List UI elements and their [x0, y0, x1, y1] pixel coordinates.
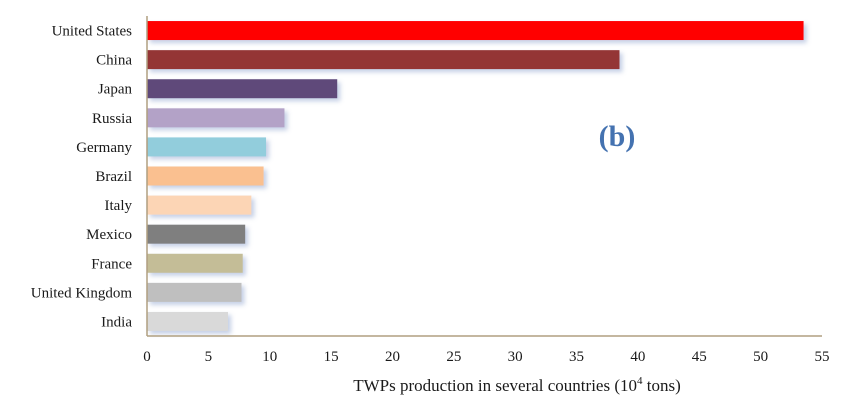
bar-brazil: [147, 166, 264, 186]
category-label: France: [91, 256, 132, 272]
x-tick-label: 45: [692, 349, 707, 365]
bar-italy: [147, 195, 252, 215]
bar-russia: [147, 108, 285, 128]
x-tick-label: 20: [385, 349, 400, 365]
bars: [147, 21, 804, 331]
x-tick-label: 40: [630, 349, 645, 365]
category-label: China: [96, 53, 132, 69]
category-label: Brazil: [95, 169, 132, 185]
x-axis-label-end: tons): [643, 376, 681, 395]
category-label: India: [101, 314, 132, 330]
x-tick-label: 30: [508, 349, 523, 365]
category-label: United States: [52, 24, 133, 40]
bar-united-kingdom: [147, 282, 242, 302]
bar-france: [147, 253, 243, 273]
x-tick-label: 0: [143, 349, 151, 365]
x-tick-label: 5: [205, 349, 213, 365]
bar-china: [147, 50, 620, 70]
x-axis-label-main: TWPs production in several countries (10: [353, 376, 637, 395]
x-axis-label: TWPs production in several countries (10…: [353, 375, 681, 395]
category-label: Russia: [92, 111, 132, 127]
category-label: Mexico: [86, 227, 132, 243]
x-tick-label: 15: [324, 349, 339, 365]
panel-label: (b): [599, 120, 636, 153]
category-label: Germany: [76, 140, 132, 156]
x-tick-label: 25: [446, 349, 461, 365]
x-tick-label: 35: [569, 349, 584, 365]
bar-india: [147, 311, 228, 331]
bar-mexico: [147, 224, 246, 244]
category-label: Japan: [98, 82, 133, 98]
category-label: United Kingdom: [31, 285, 133, 301]
x-axis-label-superscript: 4: [637, 375, 643, 387]
bar-japan: [147, 79, 338, 99]
bar-germany: [147, 137, 267, 157]
x-tick-label: 10: [262, 349, 277, 365]
bar-united-states: [147, 21, 804, 41]
x-tick-labels: 0 5 10 15 20 25 30 35 40 45 50 55: [143, 349, 829, 365]
x-tick-label: 50: [753, 349, 768, 365]
category-label: Italy: [105, 198, 133, 214]
category-labels: United States China Japan Russia Germany Braz…: [31, 24, 133, 331]
x-tick-label: 55: [815, 349, 830, 365]
